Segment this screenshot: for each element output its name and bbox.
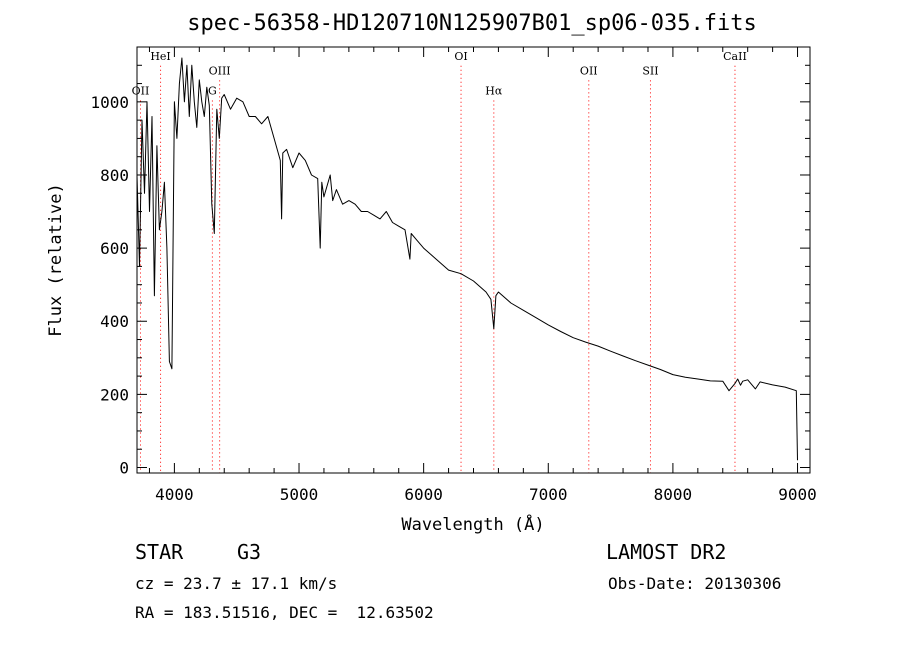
line-label: SII — [642, 64, 658, 77]
x-tick-label: 6000 — [404, 485, 443, 504]
observation-date: Obs-Date: 20130306 — [608, 574, 782, 593]
plot-frame — [136, 46, 811, 474]
survey-name: LAMOST DR2 — [606, 540, 727, 564]
x-tick-label: 7000 — [529, 485, 568, 504]
line-label: OII — [132, 85, 150, 98]
line-label: OIII — [209, 64, 231, 77]
spectrum-series — [136, 57, 798, 461]
coordinates: RA = 183.51516, DEC = 12.63502 — [135, 603, 434, 622]
y-tick-label: 600 — [100, 239, 129, 258]
y-tick-label: 0 — [119, 459, 129, 478]
x-tick-label: 5000 — [280, 485, 319, 504]
y-tick-label: 1000 — [90, 93, 129, 112]
x-axis-label: Wavelength (Å) — [401, 513, 544, 535]
spectrum-line — [136, 57, 798, 461]
redshift-value: cz = 23.7 ± 17.1 km/s — [135, 574, 338, 593]
x-axis: 4000 5000 6000 7000 8000 9000 — [148, 47, 817, 504]
y-tick-label: 800 — [100, 166, 129, 185]
y-tick-label: 400 — [100, 312, 129, 331]
object-subclass: G3 — [237, 540, 262, 564]
x-tick-label: 4000 — [155, 485, 194, 504]
x-tick-label: 8000 — [654, 485, 693, 504]
chart-title: spec-56358-HD120710N125907B01_sp06-035.f… — [187, 11, 757, 36]
y-axis-label: Flux (relative) — [46, 183, 66, 337]
line-label: G — [208, 85, 217, 98]
line-label: OI — [454, 50, 467, 63]
line-label: OII — [580, 64, 598, 77]
y-tick-label: 200 — [100, 385, 129, 404]
line-label: CaII — [723, 50, 747, 63]
line-label: Hα — [485, 85, 503, 98]
object-class: STAR — [135, 540, 184, 564]
line-label: HeI — [150, 50, 170, 63]
y-axis: 0 200 400 600 800 1000 — [90, 46, 810, 478]
spectral-line-markers: OII HeI G OIII OI Hα OII SII CaII — [132, 50, 747, 473]
x-tick-label: 9000 — [778, 485, 817, 504]
